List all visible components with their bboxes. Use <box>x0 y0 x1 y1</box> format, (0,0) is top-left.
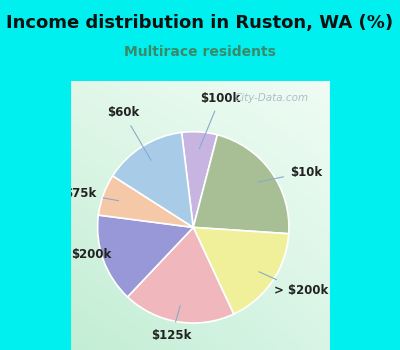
Text: $200k: $200k <box>71 248 118 261</box>
Wedge shape <box>193 228 289 314</box>
Text: $10k: $10k <box>258 166 322 182</box>
Wedge shape <box>98 215 193 297</box>
Text: Multirace residents: Multirace residents <box>124 46 276 60</box>
Wedge shape <box>128 228 234 323</box>
Wedge shape <box>98 176 193 228</box>
Text: $125k: $125k <box>152 306 192 342</box>
Text: $100k: $100k <box>199 91 240 148</box>
Text: > $200k: > $200k <box>259 272 328 297</box>
Wedge shape <box>113 132 193 228</box>
Text: City-Data.com: City-Data.com <box>235 93 309 103</box>
Text: $75k: $75k <box>64 187 119 201</box>
Wedge shape <box>182 132 217 228</box>
Text: $60k: $60k <box>107 106 151 160</box>
Wedge shape <box>193 135 289 234</box>
Text: Income distribution in Ruston, WA (%): Income distribution in Ruston, WA (%) <box>6 14 394 32</box>
